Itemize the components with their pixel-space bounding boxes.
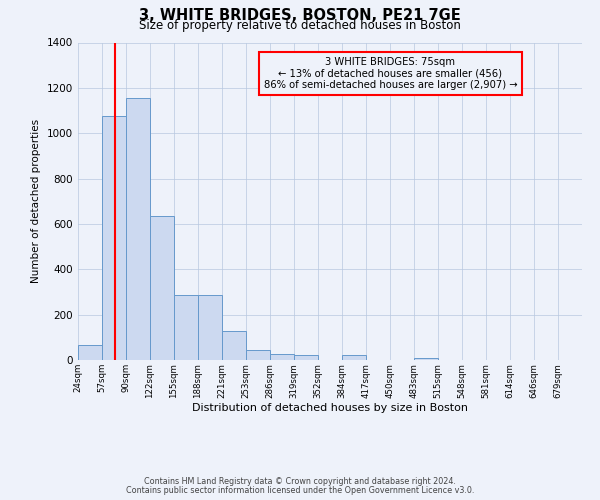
Bar [246, 350, 270, 360]
Bar [294, 356, 318, 360]
Bar [102, 116, 126, 360]
Bar [78, 346, 102, 360]
Text: Contains HM Land Registry data © Crown copyright and database right 2024.: Contains HM Land Registry data © Crown c… [144, 477, 456, 486]
Bar [174, 296, 198, 360]
X-axis label: Distribution of detached houses by size in Boston: Distribution of detached houses by size … [192, 403, 468, 413]
Y-axis label: Number of detached properties: Number of detached properties [31, 119, 41, 284]
Bar [198, 296, 222, 360]
Text: 3, WHITE BRIDGES, BOSTON, PE21 7GE: 3, WHITE BRIDGES, BOSTON, PE21 7GE [139, 8, 461, 22]
Bar [414, 358, 438, 360]
Bar [126, 98, 150, 360]
Text: Size of property relative to detached houses in Boston: Size of property relative to detached ho… [139, 19, 461, 32]
Text: 3 WHITE BRIDGES: 75sqm
← 13% of detached houses are smaller (456)
86% of semi-de: 3 WHITE BRIDGES: 75sqm ← 13% of detached… [263, 57, 517, 90]
Bar [222, 330, 246, 360]
Text: Contains public sector information licensed under the Open Government Licence v3: Contains public sector information licen… [126, 486, 474, 495]
Bar [342, 356, 366, 360]
Bar [270, 354, 294, 360]
Bar [150, 216, 174, 360]
